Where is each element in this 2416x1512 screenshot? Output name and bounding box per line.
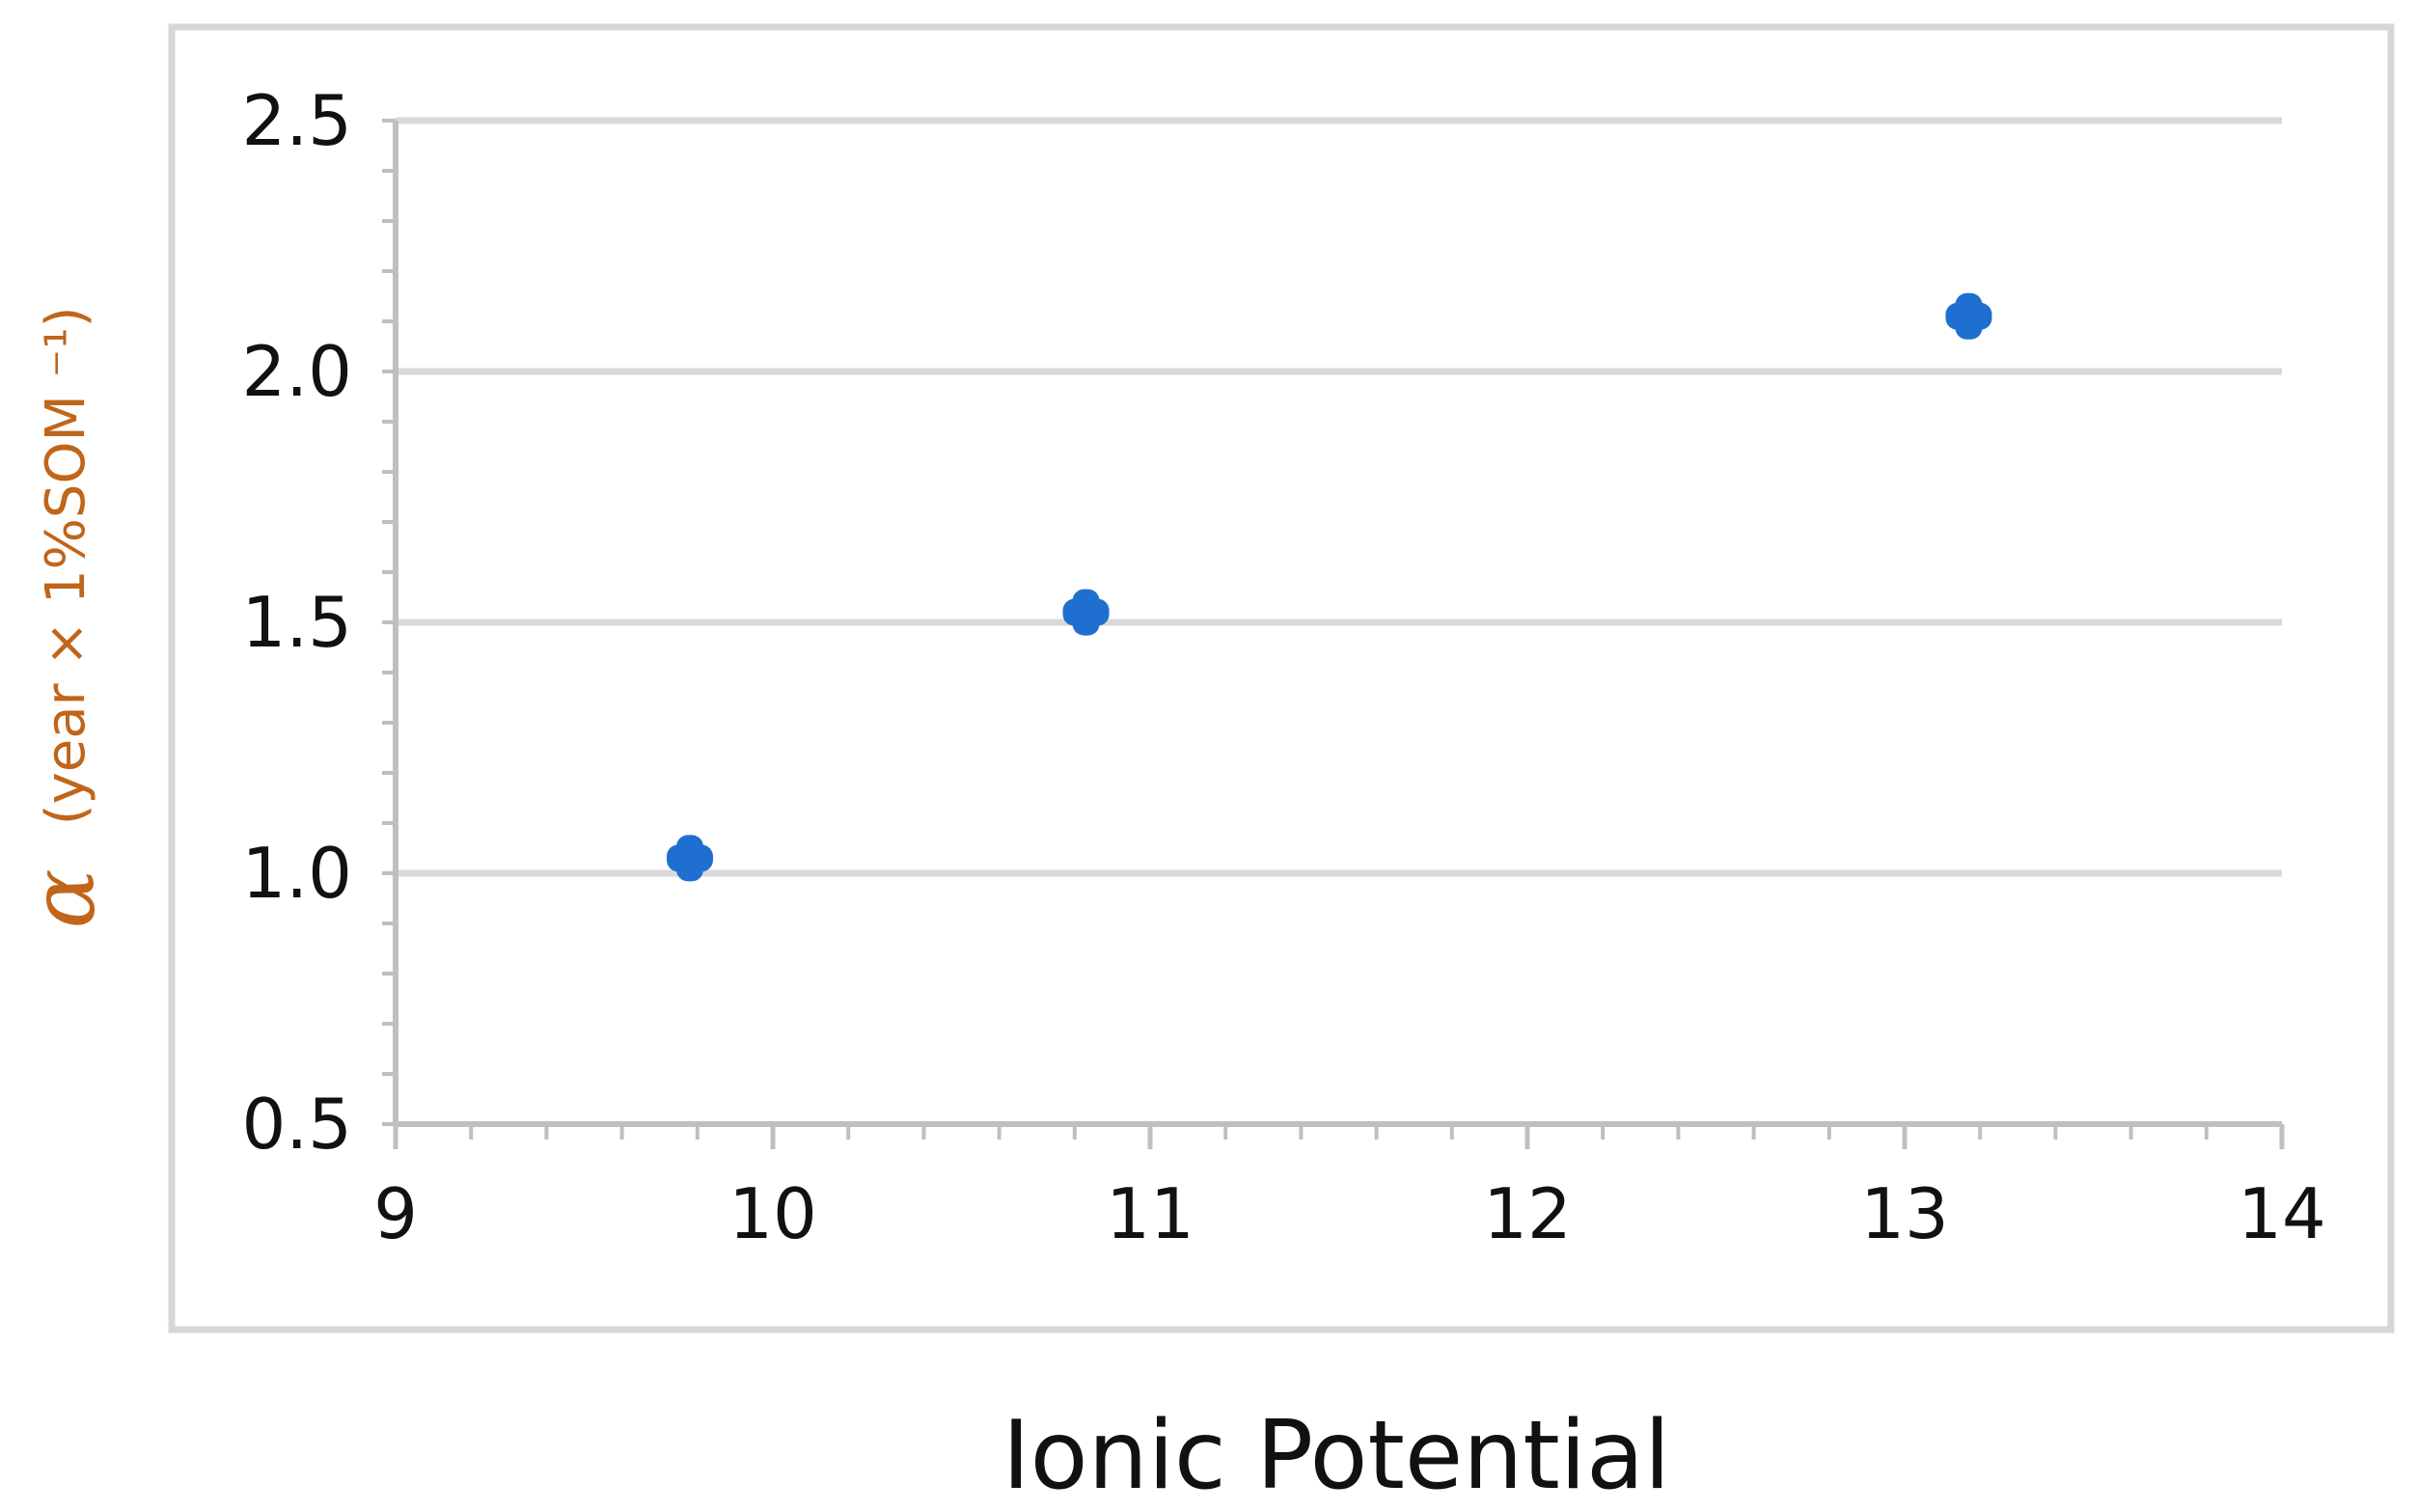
y-tick-label: 2.0 (241, 331, 352, 412)
x-tick-label: 9 (373, 1173, 418, 1254)
svg-text:α (year × 1%SOM ⁻¹): α (year × 1%SOM ⁻¹) (12, 307, 115, 929)
y-tick-label: 0.5 (241, 1084, 352, 1165)
data-point (1062, 589, 1110, 636)
x-axis-title: Ionic Potential (1002, 1401, 1671, 1511)
y-tick-label: 1.5 (241, 582, 352, 663)
x-tick-label: 13 (1860, 1173, 1949, 1254)
y-tick-label: 2.5 (241, 80, 352, 161)
x-tick-label: 10 (728, 1173, 817, 1254)
data-point (1945, 292, 1992, 340)
x-tick-label: 11 (1106, 1173, 1194, 1254)
y-axis-title-unit: (year × 1%SOM ⁻¹) (35, 307, 97, 826)
axis-layer (382, 119, 2285, 1149)
x-tick-label: 14 (2238, 1173, 2326, 1254)
y-axis-title: α (year × 1%SOM ⁻¹) (12, 307, 115, 929)
chart-frame (168, 23, 2395, 1333)
tick-layer: 0.5 1.0 1.5 2.0 2.5 9 10 11 12 13 14 (241, 80, 2325, 1254)
data-point (666, 835, 713, 882)
point-layer (666, 292, 1992, 882)
x-tick-label: 12 (1483, 1173, 1572, 1254)
y-axis-title-symbol: α (12, 868, 115, 928)
grid-layer (396, 117, 2282, 877)
y-tick-label: 1.0 (241, 833, 352, 914)
